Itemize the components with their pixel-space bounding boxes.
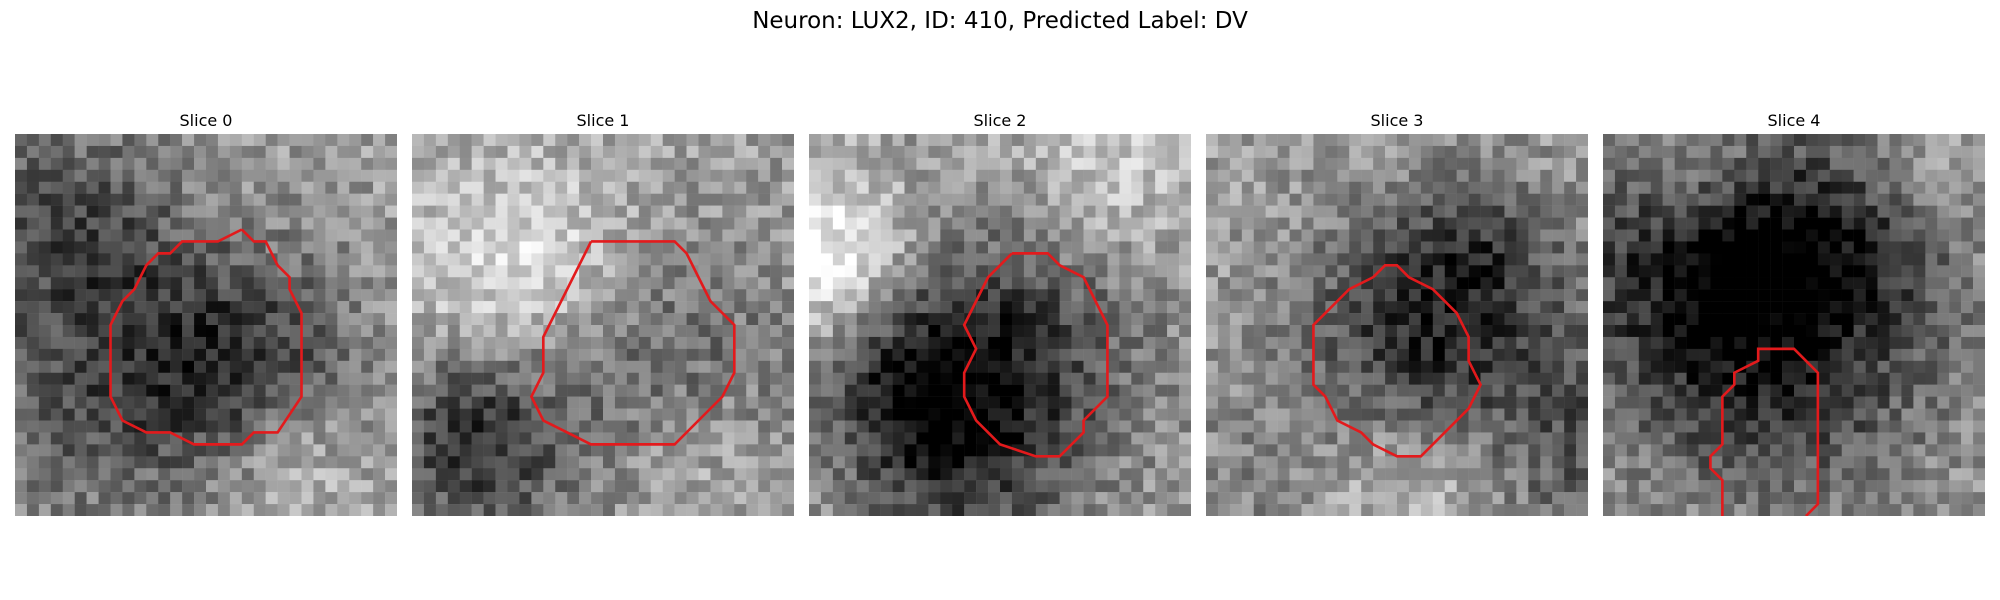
slice-image-2 (809, 134, 1191, 516)
roi-contour (1709, 347, 1820, 516)
roi-contour (1312, 263, 1483, 458)
slice-image-4 (1603, 134, 1985, 516)
slice-title: Slice 2 (973, 111, 1027, 130)
figure-title: Neuron: LUX2, ID: 410, Predicted Label: … (752, 8, 1248, 34)
slice-title: Slice 3 (1370, 111, 1424, 130)
slice-image-0 (15, 134, 397, 516)
slice-title: Slice 4 (1767, 111, 1821, 130)
slice-panel-1: Slice 1 (412, 108, 794, 516)
slice-panel-0: Slice 0 (15, 108, 397, 516)
roi-contour (109, 228, 303, 446)
slice-panel-4: Slice 4 (1603, 108, 1985, 516)
slice-title: Slice 1 (576, 111, 630, 130)
slice-title: Slice 0 (179, 111, 233, 130)
slice-panel-2: Slice 2 (809, 108, 1191, 516)
slice-image-3 (1206, 134, 1588, 516)
roi-contour (529, 240, 736, 446)
slice-panel-3: Slice 3 (1206, 108, 1588, 516)
roi-contour (962, 252, 1109, 458)
slice-image-1 (412, 134, 794, 516)
